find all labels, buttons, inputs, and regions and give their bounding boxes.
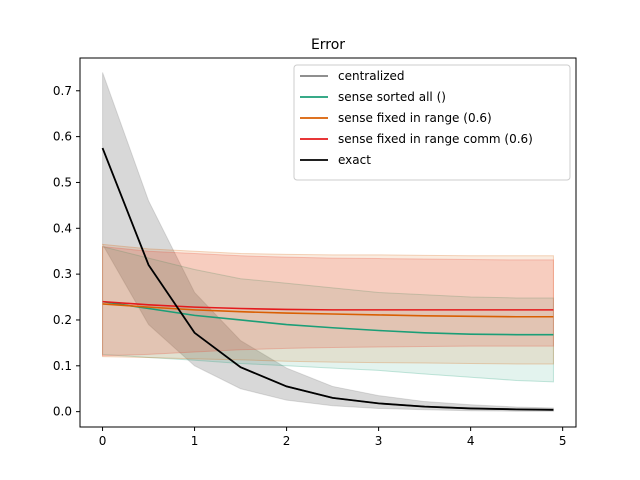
y-tick-label: 0.4 [53, 221, 72, 235]
y-tick-label: 0.7 [53, 84, 72, 98]
y-axis: 0.0 0.1 0.2 0.3 0.4 0.5 0.6 0.7 [53, 84, 80, 419]
x-tick-label: 5 [559, 434, 567, 448]
x-tick-label: 0 [99, 434, 107, 448]
y-tick-label: 0.1 [53, 359, 72, 373]
legend-label: exact [338, 153, 371, 167]
y-tick-label: 0.6 [53, 130, 72, 144]
series-lines [101, 147, 554, 411]
centralized-band [102, 72, 554, 412]
y-tick-label: 0.2 [53, 313, 72, 327]
x-tick-label: 2 [283, 434, 291, 448]
x-tick-label: 4 [467, 434, 475, 448]
chart-title: Error [311, 37, 345, 53]
x-axis: 0 1 2 3 4 5 [99, 427, 567, 448]
y-tick-label: 0.0 [53, 405, 72, 419]
legend: centralized sense sorted all () sense fixe… [293, 64, 571, 181]
legend-label: sense fixed in range (0.6) [338, 111, 492, 125]
exact-line [101, 147, 554, 411]
x-tick-label: 1 [191, 434, 199, 448]
legend-box [293, 64, 571, 181]
sense-sorted-all-line [102, 300, 554, 336]
legend-label: centralized [338, 69, 405, 83]
sense-fixed-in-range-comm-0-6-line [102, 300, 554, 311]
y-tick-label: 0.5 [53, 175, 72, 189]
y-tick-label: 0.3 [53, 267, 72, 281]
legend-label: sense fixed in range comm (0.6) [338, 132, 533, 146]
x-tick-label: 3 [375, 434, 383, 448]
legend-label: sense sorted all () [338, 90, 446, 104]
plot-frame [79, 57, 577, 428]
sense-fixed-in-range-comm-0-6-band [102, 246, 554, 357]
